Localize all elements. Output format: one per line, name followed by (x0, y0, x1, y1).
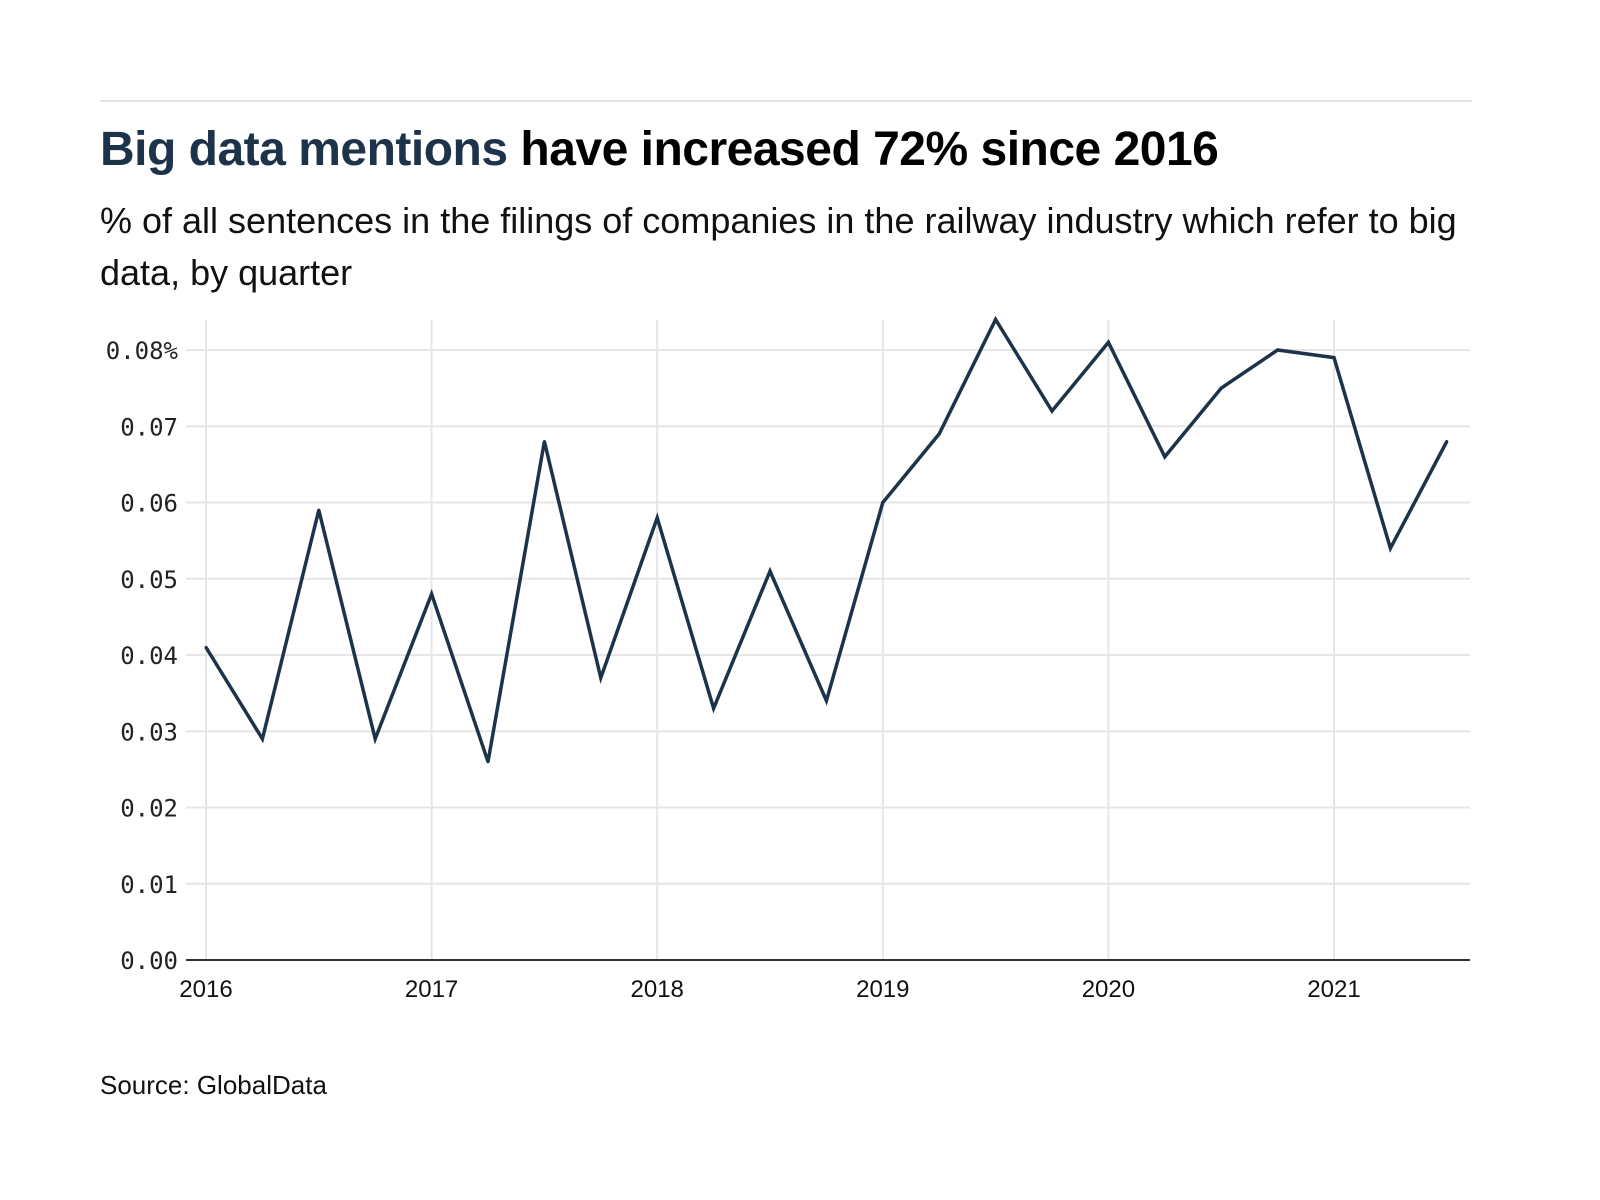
y-tick-label: 0.01 (120, 871, 178, 899)
x-tick-label: 2017 (405, 976, 458, 1003)
data-point (260, 737, 264, 741)
horizontal-gridlines (186, 349, 1470, 885)
x-tick-label: 2020 (1082, 976, 1135, 1003)
chart-title: Big data mentions have increased 72% sin… (100, 122, 1219, 177)
data-point (1388, 546, 1392, 550)
data-point (655, 516, 659, 520)
data-point (599, 676, 603, 680)
y-tick-label: 0.07 (120, 413, 178, 441)
x-axis-ticks: 2016 2017 2018 2019 2020 2021 (179, 976, 1360, 1003)
x-tick-label: 2019 (856, 976, 909, 1003)
data-point (881, 501, 885, 504)
data-point (937, 432, 941, 436)
series-line (204, 315, 1449, 763)
data-point (1219, 386, 1223, 390)
y-tick-label: 0.05 (120, 566, 178, 594)
chart-subtitle: % of all sentences in the filings of com… (100, 200, 1457, 293)
y-tick-label: 0.03 (120, 718, 178, 746)
data-point (204, 645, 208, 649)
data-point (1332, 356, 1336, 360)
data-point (1050, 409, 1054, 413)
series-group (204, 315, 1449, 764)
y-tick-label: 0.04 (120, 642, 178, 670)
data-point (994, 318, 998, 321)
data-point (712, 706, 716, 710)
y-axis-ticks: 0.00 0.01 0.02 0.03 0.04 0.05 0.06 0.07 0.08% (106, 337, 179, 975)
title-highlight: Big data mentions (100, 123, 508, 176)
y-tick-label: 0.06 (120, 490, 178, 518)
vertical-gridlines (205, 320, 1335, 960)
data-point (1276, 348, 1280, 352)
data-point (824, 699, 828, 703)
data-point (373, 737, 377, 741)
y-tick-label: 0.00 (120, 947, 178, 975)
x-tick-label: 2021 (1307, 976, 1360, 1003)
data-point (542, 440, 546, 443)
data-point (1163, 455, 1167, 459)
top-rule (100, 100, 1472, 102)
source-note: Source: GlobalData (100, 1070, 327, 1100)
data-point (486, 760, 490, 764)
x-tick-label: 2018 (631, 976, 684, 1003)
data-point (317, 508, 321, 512)
y-tick-label: 0.02 (120, 795, 178, 823)
title-rest: have increased 72% since 2016 (507, 123, 1219, 176)
y-tick-label: 0.08% (106, 337, 179, 365)
data-point (430, 592, 434, 596)
data-point (1106, 340, 1110, 344)
data-point (768, 569, 772, 573)
x-tick-label: 2016 (179, 976, 232, 1003)
data-point (1445, 440, 1449, 443)
